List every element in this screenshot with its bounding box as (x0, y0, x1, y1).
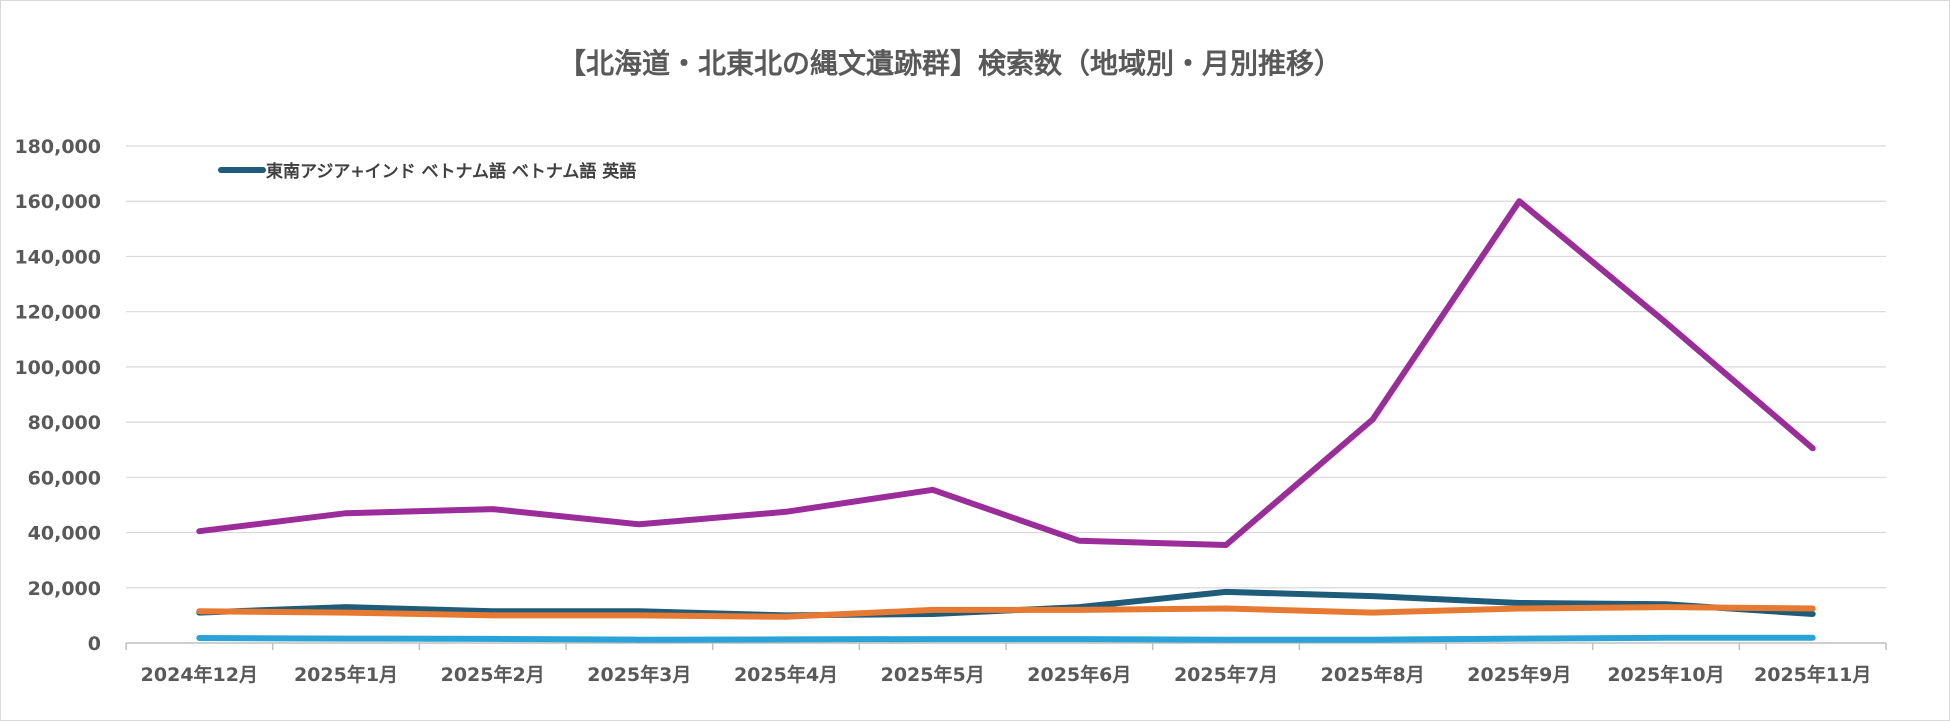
chart-title: 【北海道・北東北の縄文遺跡群】検索数（地域別・月別推移） (558, 47, 1342, 80)
y-tick-label: 0 (88, 633, 101, 655)
x-tick-label: 2025年11月 (1754, 663, 1871, 686)
series-line-3 (196, 604, 1816, 620)
x-tick-label: 2025年7月 (1174, 663, 1278, 686)
x-tick-label: 2025年9月 (1467, 663, 1571, 686)
y-tick-label: 180,000 (14, 136, 101, 158)
x-tick-label: 2024年12月 (141, 663, 258, 686)
y-tick-label: 100,000 (14, 357, 101, 379)
x-axis-tick-labels: 2024年12月 2025年1月 2025年2月 2025年3月 2025年4月 2025… (141, 663, 1872, 686)
x-tick-label: 2025年4月 (734, 663, 838, 686)
legend-label: 東南アジア+インド ベトナム語 ベトナム語 英語 (266, 161, 636, 182)
y-tick-label: 160,000 (14, 191, 101, 213)
series-line-4 (196, 634, 1816, 643)
y-tick-label: 60,000 (28, 467, 101, 489)
y-tick-label: 120,000 (14, 302, 101, 324)
y-tick-label: 40,000 (28, 523, 101, 545)
y-tick-label: 80,000 (28, 412, 101, 434)
series-line-1 (196, 198, 1816, 548)
x-tick-label: 2025年1月 (294, 663, 398, 686)
legend: 東南アジア+インド ベトナム語 ベトナム語 英語 (218, 161, 636, 182)
x-tick-label: 2025年6月 (1027, 663, 1131, 686)
x-tick-label: 2025年8月 (1321, 663, 1425, 686)
series-lines (196, 198, 1816, 643)
x-axis (125, 642, 1887, 650)
grid-lines (126, 145, 1886, 589)
y-axis-tick-labels: 0 20,000 40,000 60,000 80,000 100,000 120,000 1… (14, 136, 101, 655)
x-tick-label: 2025年5月 (881, 663, 985, 686)
y-tick-label: 20,000 (28, 578, 101, 600)
x-tick-label: 2025年2月 (441, 663, 545, 686)
x-tick-label: 2025年3月 (587, 663, 691, 686)
y-tick-label: 140,000 (14, 246, 101, 268)
x-tick-label: 2025年10月 (1607, 663, 1724, 686)
